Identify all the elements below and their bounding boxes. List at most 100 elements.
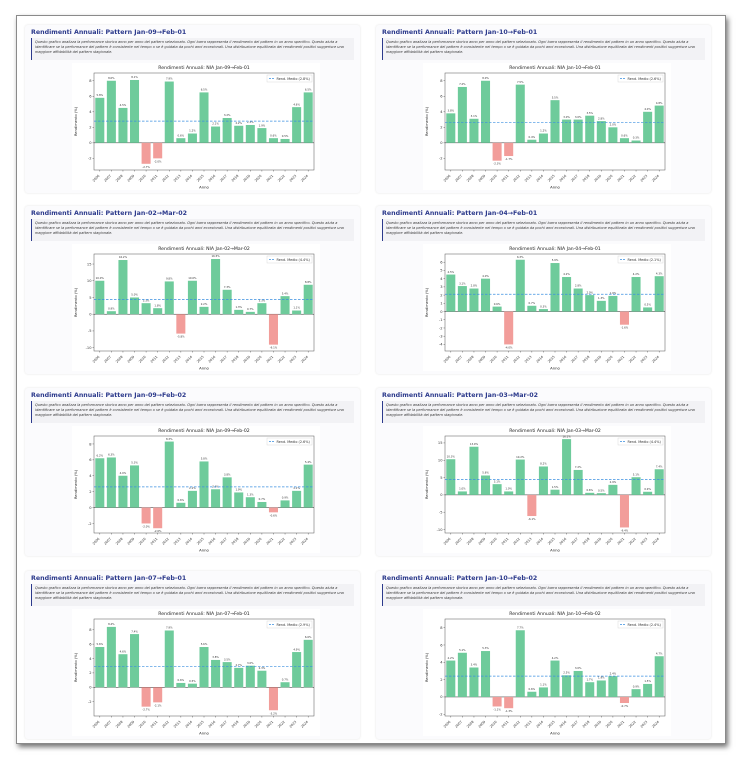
- data-label: 2.3%: [212, 484, 219, 488]
- y-tick-label: 10: [87, 279, 92, 283]
- bar: [292, 310, 302, 315]
- y-tick-label: -10: [437, 528, 444, 532]
- data-label: 7.5%: [517, 80, 524, 84]
- y-tick-label: 10: [438, 459, 443, 463]
- bar: [280, 138, 290, 143]
- bar: [257, 128, 267, 143]
- data-label: 4.2%: [633, 272, 640, 276]
- data-label: 8.4%: [108, 622, 115, 626]
- x-tick-label: 2016: [208, 537, 217, 546]
- data-label: 4.8%: [656, 101, 663, 105]
- bar: [550, 100, 560, 143]
- bar: [481, 651, 491, 697]
- data-label: 3.2%: [224, 113, 231, 117]
- bar: [596, 680, 606, 697]
- chart-title: Rendimenti Annuali: NIA Jan-03→Mar-02: [509, 428, 601, 434]
- data-label: 1.0%: [459, 487, 466, 491]
- pattern-card: Rendimenti Annuali: Pattern Jan-09→Feb-0…: [25, 25, 360, 193]
- data-label: 5.6%: [96, 642, 103, 646]
- x-tick-label: 2013: [173, 537, 182, 546]
- bar: [631, 140, 641, 143]
- data-label: -0.6%: [270, 513, 278, 517]
- bar: [573, 670, 583, 697]
- y-tick-label: 2: [440, 293, 442, 297]
- bar: [550, 263, 560, 312]
- data-label: 4.7%: [656, 651, 663, 655]
- bar: [95, 280, 105, 315]
- bar: [187, 683, 197, 688]
- x-tick-label: 2017: [219, 355, 228, 364]
- y-tick-label: 4: [440, 277, 443, 281]
- bar: [608, 484, 618, 495]
- bar-chart: Rendimenti Annuali: NIA Jan-07→Feb-01 -2 0…: [72, 609, 320, 736]
- y-tick-label: 6: [89, 458, 92, 462]
- data-label: 4.2%: [563, 272, 570, 276]
- data-label: -3.2%: [270, 711, 278, 715]
- x-tick-label: 2007: [103, 355, 112, 364]
- data-label: 5.8%: [201, 457, 208, 461]
- y-tick-label: 6: [89, 642, 92, 646]
- data-label: 5.1%: [459, 648, 466, 652]
- bar: [562, 439, 572, 495]
- y-tick-label: 4: [440, 110, 443, 114]
- data-label: 3.8%: [224, 473, 231, 477]
- x-tick-label: 2012: [512, 174, 521, 183]
- bar: [292, 107, 302, 143]
- data-label: 4.0%: [482, 274, 489, 278]
- x-tick-label: 2018: [582, 174, 591, 183]
- y-tick-label: 5: [89, 296, 91, 300]
- x-tick-label: 2023: [289, 537, 298, 546]
- x-tick-label: 2018: [582, 720, 591, 729]
- y-tick-label: 8: [440, 79, 443, 83]
- chart-title: Rendimenti Annuali: NIA Jan-07→Feb-01: [158, 611, 249, 617]
- bar: [268, 687, 278, 711]
- x-tick-label: 2013: [173, 174, 182, 183]
- x-tick-label: 2022: [277, 355, 286, 364]
- card-title: Rendimenti Annuali: Pattern Jan-10→Feb-0…: [382, 575, 538, 582]
- bar: [199, 306, 209, 315]
- x-tick-label: 2022: [628, 720, 637, 729]
- x-tick-label: 2013: [524, 355, 533, 364]
- x-tick-label: 2021: [265, 355, 274, 364]
- data-label: 3.3%: [143, 298, 150, 302]
- bar: [280, 500, 290, 508]
- y-tick-label: 6: [440, 95, 443, 99]
- data-label: 1.3%: [235, 305, 242, 309]
- x-axis-label: Anno: [550, 185, 560, 190]
- x-tick-label: 2017: [219, 537, 228, 546]
- report-frame: Rendimenti Annuali: Pattern Jan-09→Feb-0…: [16, 15, 726, 744]
- x-tick-label: 2019: [593, 720, 602, 729]
- y-axis-label: Rendimento (%): [425, 469, 429, 499]
- x-tick-label: 2013: [173, 355, 182, 364]
- legend-label: Rend. Medio (2.6%): [628, 77, 662, 81]
- bar: [153, 308, 163, 315]
- y-tick-label: 15: [87, 262, 92, 266]
- legend-label: Rend. Medio (2.6%): [277, 440, 311, 444]
- x-tick-label: 2007: [454, 174, 463, 183]
- x-tick-label: 2013: [524, 174, 533, 183]
- bar: [654, 276, 664, 312]
- bar: [118, 475, 128, 508]
- x-tick-label: 2018: [231, 355, 240, 364]
- x-tick-label: 2008: [466, 355, 475, 364]
- y-tick-label: -2: [439, 157, 443, 161]
- x-tick-label: 2020: [605, 720, 614, 729]
- data-label: -9.4%: [621, 528, 629, 532]
- x-tick-label: 2016: [559, 174, 568, 183]
- bar: [631, 477, 641, 495]
- bar: [245, 124, 255, 143]
- x-tick-label: 2014: [535, 355, 544, 364]
- x-tick-label: 2017: [219, 174, 228, 183]
- bar: [608, 676, 618, 697]
- chart-title: Rendimenti Annuali: NIA Jan-10→Feb-01: [509, 65, 600, 71]
- bar: [504, 142, 514, 157]
- y-tick-label: -2: [439, 326, 443, 330]
- data-label: 0.9%: [108, 306, 115, 310]
- bar: [234, 492, 244, 508]
- data-label: 1.3%: [247, 492, 254, 496]
- data-label: 10.3%: [447, 454, 456, 458]
- y-tick-label: 15: [438, 441, 443, 445]
- chart-title: Rendimenti Annuali: NIA Jan-10→Feb-02: [509, 611, 600, 617]
- x-tick-label: 2016: [208, 174, 217, 183]
- data-label: 6.5%: [305, 88, 312, 92]
